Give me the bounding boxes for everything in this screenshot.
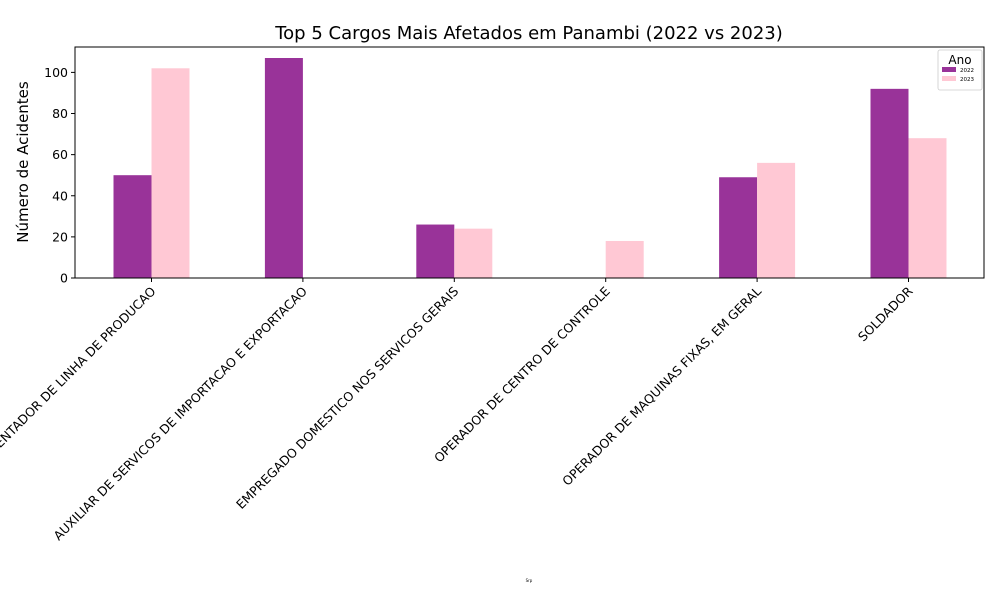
x-tick-label: OPERADOR DE CENTRO DE CONTROLE xyxy=(431,283,613,465)
bar-2023-3 xyxy=(454,228,493,278)
legend-label-2023: 2023 xyxy=(960,77,974,83)
y-tick-label: 100 xyxy=(44,65,68,80)
bar-2023-4 xyxy=(605,240,644,278)
bar-2022-3 xyxy=(416,224,455,278)
bar-2022-1 xyxy=(113,175,152,278)
y-tick-label: 60 xyxy=(52,147,68,162)
x-tick-label: AUXILIAR DE SERVICOS DE IMPORTACAO E EXP… xyxy=(50,283,310,543)
y-tick-label: 20 xyxy=(52,229,68,244)
x-axis-label: Srp xyxy=(526,578,533,583)
bar-2023-1 xyxy=(151,68,190,279)
y-tick-label: 0 xyxy=(60,271,68,286)
y-tick-label: 40 xyxy=(52,188,68,203)
y-tick-label: 80 xyxy=(52,106,68,121)
chart-title: Top 5 Cargos Mais Afetados em Panambi (2… xyxy=(274,23,783,44)
plot-frame xyxy=(74,46,985,279)
legend-label-2022: 2022 xyxy=(960,68,974,74)
x-tick-label: SOLDADOR xyxy=(855,283,916,344)
legend-title: Ano xyxy=(948,53,971,67)
legend-swatch-2023 xyxy=(942,76,956,81)
bar-2023-5 xyxy=(757,162,796,278)
bar-2022-5 xyxy=(719,177,758,278)
x-tick-label: ALIMENTADOR DE LINHA DE PRODUCAO xyxy=(0,283,159,471)
x-axis: ALIMENTADOR DE LINHA DE PRODUCAOAUXILIAR… xyxy=(0,278,916,543)
legend: Ano 2022 2023 xyxy=(937,49,983,91)
legend-swatch-2022 xyxy=(942,67,956,72)
bars-group xyxy=(113,58,947,279)
y-axis-label: Número de Acidentes xyxy=(14,81,32,243)
bar-2022-2 xyxy=(264,58,303,278)
y-axis: 0 20 40 60 80 100 xyxy=(44,65,75,286)
bar-2023-6 xyxy=(908,138,947,278)
bar-2022-6 xyxy=(870,88,909,278)
